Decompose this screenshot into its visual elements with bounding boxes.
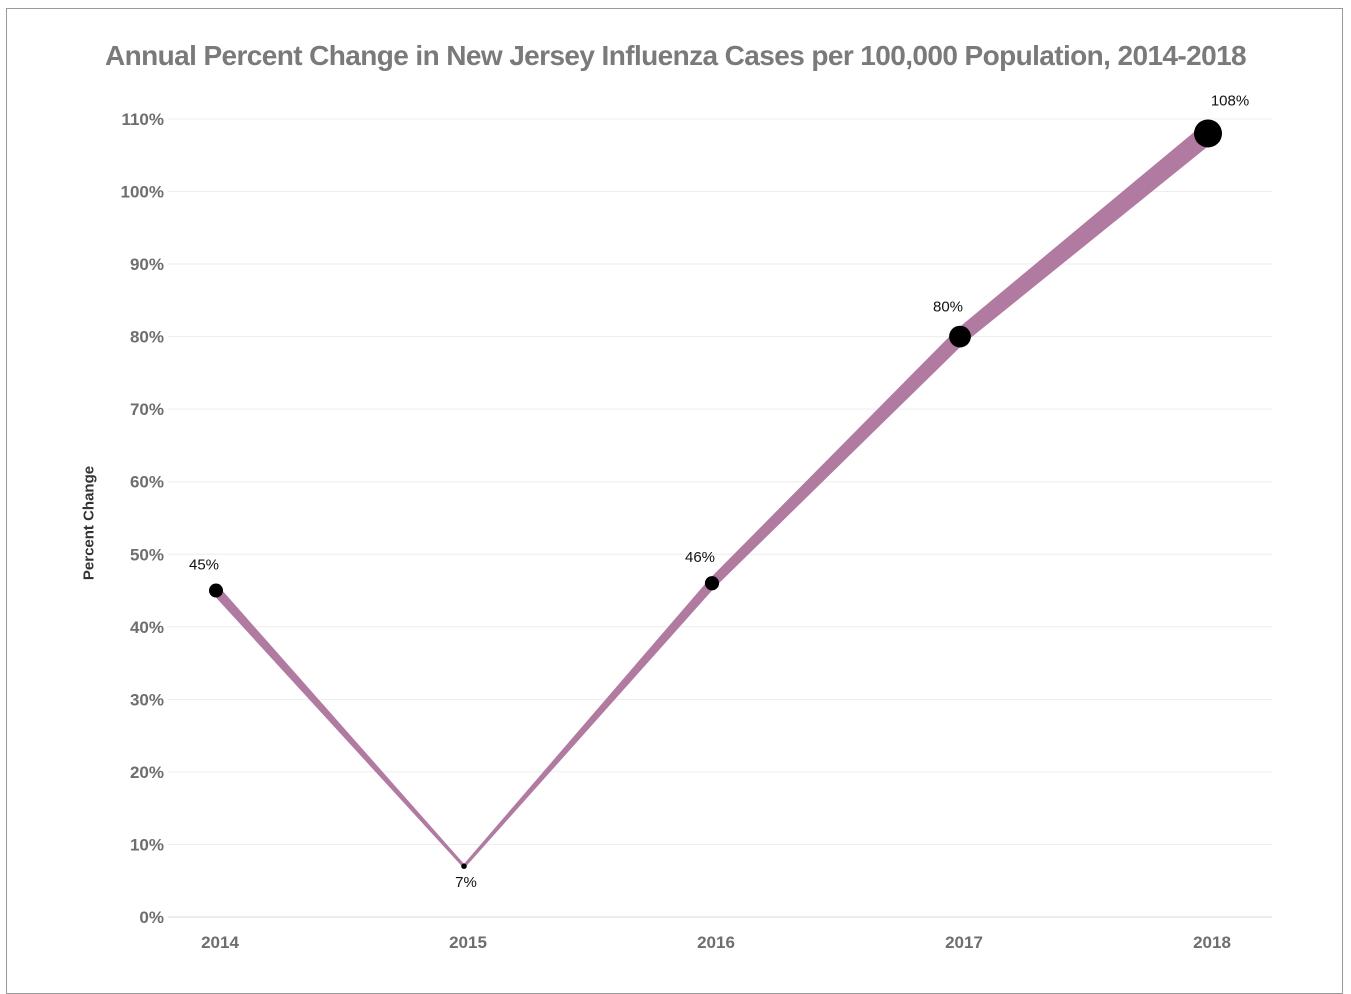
series-line xyxy=(212,123,1218,868)
y-tick-label: 80% xyxy=(130,328,164,347)
line-segment xyxy=(955,125,1215,343)
data-point xyxy=(461,863,467,869)
y-tick-label: 60% xyxy=(130,473,164,492)
y-tick-label: 110% xyxy=(121,110,164,129)
chart-frame xyxy=(6,8,1343,994)
y-tick-label: 0% xyxy=(139,908,164,927)
x-tick-label: 2015 xyxy=(449,933,487,952)
data-point xyxy=(704,576,720,591)
chart-title: Annual Percent Change in New Jersey Infl… xyxy=(104,40,1247,71)
data-point xyxy=(949,325,971,348)
data-labels: 45% 7% 46% 80% 108% xyxy=(189,92,1249,891)
data-label: 45% xyxy=(189,557,219,574)
series-markers xyxy=(209,119,1222,869)
y-axis-ticks: 0% 10% 20% 30% 40% 50% 60% 70% 80% 90% 100% 110% xyxy=(121,110,164,927)
data-label: 46% xyxy=(685,549,715,566)
y-tick-label: 100% xyxy=(121,183,164,202)
data-label: 80% xyxy=(933,299,963,316)
line-segment xyxy=(708,331,966,587)
x-axis-ticks: 2014 2015 2016 2017 2018 xyxy=(201,933,1231,952)
y-tick-label: 50% xyxy=(130,545,164,564)
x-tick-label: 2017 xyxy=(945,933,983,952)
x-tick-label: 2014 xyxy=(201,933,239,952)
x-tick-label: 2018 xyxy=(1193,933,1231,952)
line-segment xyxy=(212,587,466,868)
y-tick-label: 40% xyxy=(130,618,164,637)
data-point xyxy=(209,583,223,598)
y-tick-label: 10% xyxy=(130,835,164,854)
y-tick-label: 70% xyxy=(130,400,164,419)
grid-lines xyxy=(168,118,1272,918)
x-tick-label: 2016 xyxy=(697,933,735,952)
y-tick-label: 90% xyxy=(130,255,164,274)
data-label: 108% xyxy=(1211,92,1249,109)
data-point xyxy=(1194,119,1222,148)
y-tick-label: 20% xyxy=(130,763,164,782)
line-segment xyxy=(462,580,716,868)
data-label: 7% xyxy=(455,874,477,891)
y-tick-label: 30% xyxy=(130,690,164,709)
